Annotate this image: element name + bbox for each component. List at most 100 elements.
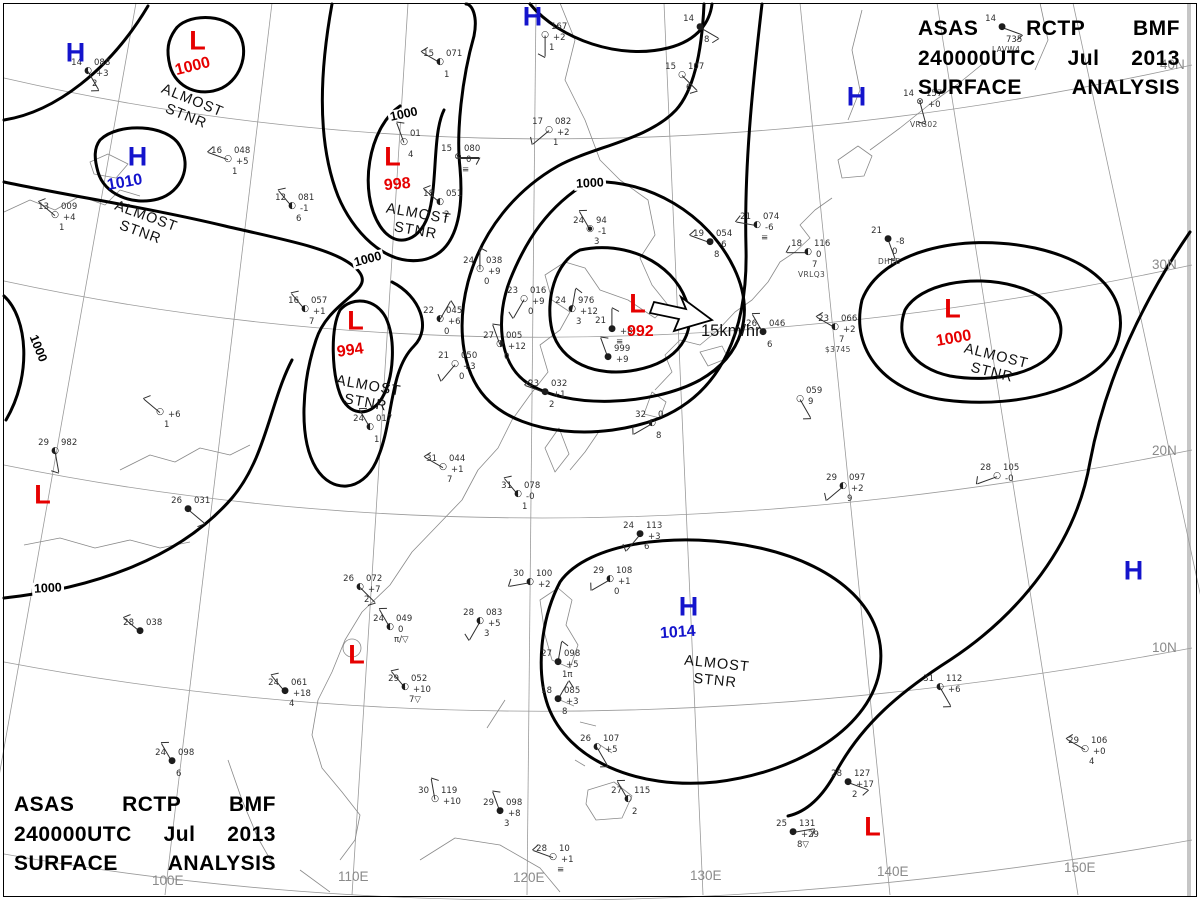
station-pressure: 085 — [564, 686, 581, 696]
station-tendency: -8 — [896, 237, 905, 247]
cloud-cover-icon: ◐ — [648, 418, 656, 429]
station-pressure: 052 — [411, 674, 428, 684]
center-pressure-value: 1000 — [173, 53, 213, 80]
station-temp: 14 — [683, 14, 694, 24]
station-temp: 31 — [923, 674, 934, 684]
station-tendency: +5 — [566, 660, 579, 670]
cloud-cover-icon: ◐ — [514, 489, 522, 500]
station-pressure: 088 — [94, 58, 111, 68]
cloud-cover-icon: ◉ — [586, 224, 594, 235]
isobar-layer — [2, 2, 1192, 818]
station-tendency: +9 — [488, 267, 501, 277]
cloud-cover-icon: ○ — [545, 125, 553, 136]
station-pressure: 0 — [658, 410, 664, 420]
title-line: SURFACE ANALYSIS — [918, 73, 1180, 103]
cloud-cover-icon: ● — [884, 234, 892, 245]
low-center-glyph: L — [34, 479, 50, 510]
title-word: 240000UTC — [918, 46, 1036, 70]
station-temp: 14 — [71, 58, 82, 68]
station-extra: 1 — [164, 420, 170, 430]
cloud-cover-icon: ● — [136, 626, 144, 637]
station-temp: 27 — [611, 786, 622, 796]
station-temp: 18 — [423, 189, 434, 199]
station-pressure: 108 — [616, 566, 633, 576]
station-pressure: 080 — [464, 144, 481, 154]
station-extra: 2 — [444, 210, 450, 220]
cloud-cover-icon: ◐ — [606, 574, 614, 585]
title-word: 2013 — [1131, 46, 1180, 70]
station-extra: 6 — [686, 83, 692, 93]
center-movement-note: ALMOST STNR — [112, 197, 180, 248]
cloud-cover-icon: ○ — [1081, 744, 1089, 755]
station-tendency: -1 — [598, 227, 607, 237]
cloud-cover-icon: ⊗ — [454, 152, 462, 163]
cloud-cover-icon: ● — [696, 22, 704, 33]
station-tendency: +6 — [168, 410, 181, 420]
station-extra: 7▽ — [409, 695, 421, 705]
station-pressure: 081 — [298, 193, 315, 203]
cloud-cover-icon: ◐ — [401, 682, 409, 693]
station-tendency: 9 — [808, 397, 814, 407]
station-temp: 30 — [418, 786, 429, 796]
cloud-cover-icon: ● — [608, 324, 616, 335]
station-extra: 8 — [714, 250, 720, 260]
station-temp: 24 — [463, 256, 474, 266]
station-extra: 6 — [767, 340, 773, 350]
station-tendency: +2 — [843, 325, 856, 335]
station-pressure: 054 — [716, 229, 733, 239]
station-temp: 26 — [580, 734, 591, 744]
station-extra: 0 — [459, 372, 465, 382]
station-tendency: -1 — [300, 204, 309, 214]
coastline-layer — [3, 2, 1049, 893]
cloud-cover-icon: ◐ — [804, 247, 812, 258]
cloud-cover-icon: ○ — [520, 294, 528, 305]
station-temp: 14 — [985, 14, 996, 24]
title-line: 240000UTC Jul 2013 — [918, 44, 1180, 74]
cloud-cover-icon: ● — [604, 352, 612, 363]
station-pressure: 157 — [926, 89, 943, 99]
station-tendency: +8 — [508, 809, 521, 819]
cloud-cover-icon: ○ — [400, 137, 408, 148]
title-word: ANALYSIS — [1071, 76, 1180, 99]
high-center-glyph: H — [678, 591, 698, 622]
title-word: ASAS — [14, 793, 75, 816]
station-temp: 21 — [740, 212, 751, 222]
axis-label: 120E — [513, 870, 545, 885]
cloud-cover-icon: ◐ — [753, 220, 761, 231]
station-temp: 29 — [388, 674, 399, 684]
title-word: ASAS — [918, 17, 979, 40]
cloud-cover-icon: ● — [554, 657, 562, 668]
cloud-cover-icon: ● — [998, 22, 1006, 33]
station-id: $3745 — [825, 345, 851, 354]
axis-label: 110E — [338, 869, 369, 884]
station-pressure: 009 — [61, 202, 78, 212]
station-pressure: 082 — [555, 117, 572, 127]
station-tendency: +9 — [616, 355, 629, 365]
cloud-cover-icon: ⊗ — [916, 97, 924, 108]
station-temp: 32 — [635, 410, 646, 420]
cloud-cover-icon: ◐ — [476, 616, 484, 627]
station-temp: 21 — [871, 226, 882, 236]
station-tendency: +17 — [856, 780, 874, 790]
station-extra: 1 — [549, 43, 555, 53]
cloud-cover-icon: ◐ — [436, 314, 444, 325]
cloud-cover-icon: ○ — [549, 852, 557, 863]
station-extra: 7 — [812, 260, 818, 270]
axis-label: 40N — [1160, 57, 1185, 72]
station-tendency: -6 — [718, 240, 727, 250]
station-extra: 2 — [364, 595, 370, 605]
cloud-cover-icon: ◐ — [51, 446, 59, 457]
station-pressure: 031 — [194, 496, 211, 506]
station-extra: 1 — [59, 223, 65, 233]
center-movement-note: ALMOST STNR — [962, 340, 1030, 386]
station-temp: 15 — [423, 49, 434, 59]
station-pressure: 078 — [524, 481, 541, 491]
station-pressure: 048 — [234, 146, 251, 156]
high-center-glyph: H — [846, 81, 866, 112]
station-pressure: 119 — [441, 786, 458, 796]
station-tendency: +12 — [508, 342, 526, 352]
station-temp: 29 — [483, 798, 494, 808]
center-movement-note: ALMOST STNR — [683, 652, 751, 692]
axis-label: 140E — [877, 864, 909, 879]
